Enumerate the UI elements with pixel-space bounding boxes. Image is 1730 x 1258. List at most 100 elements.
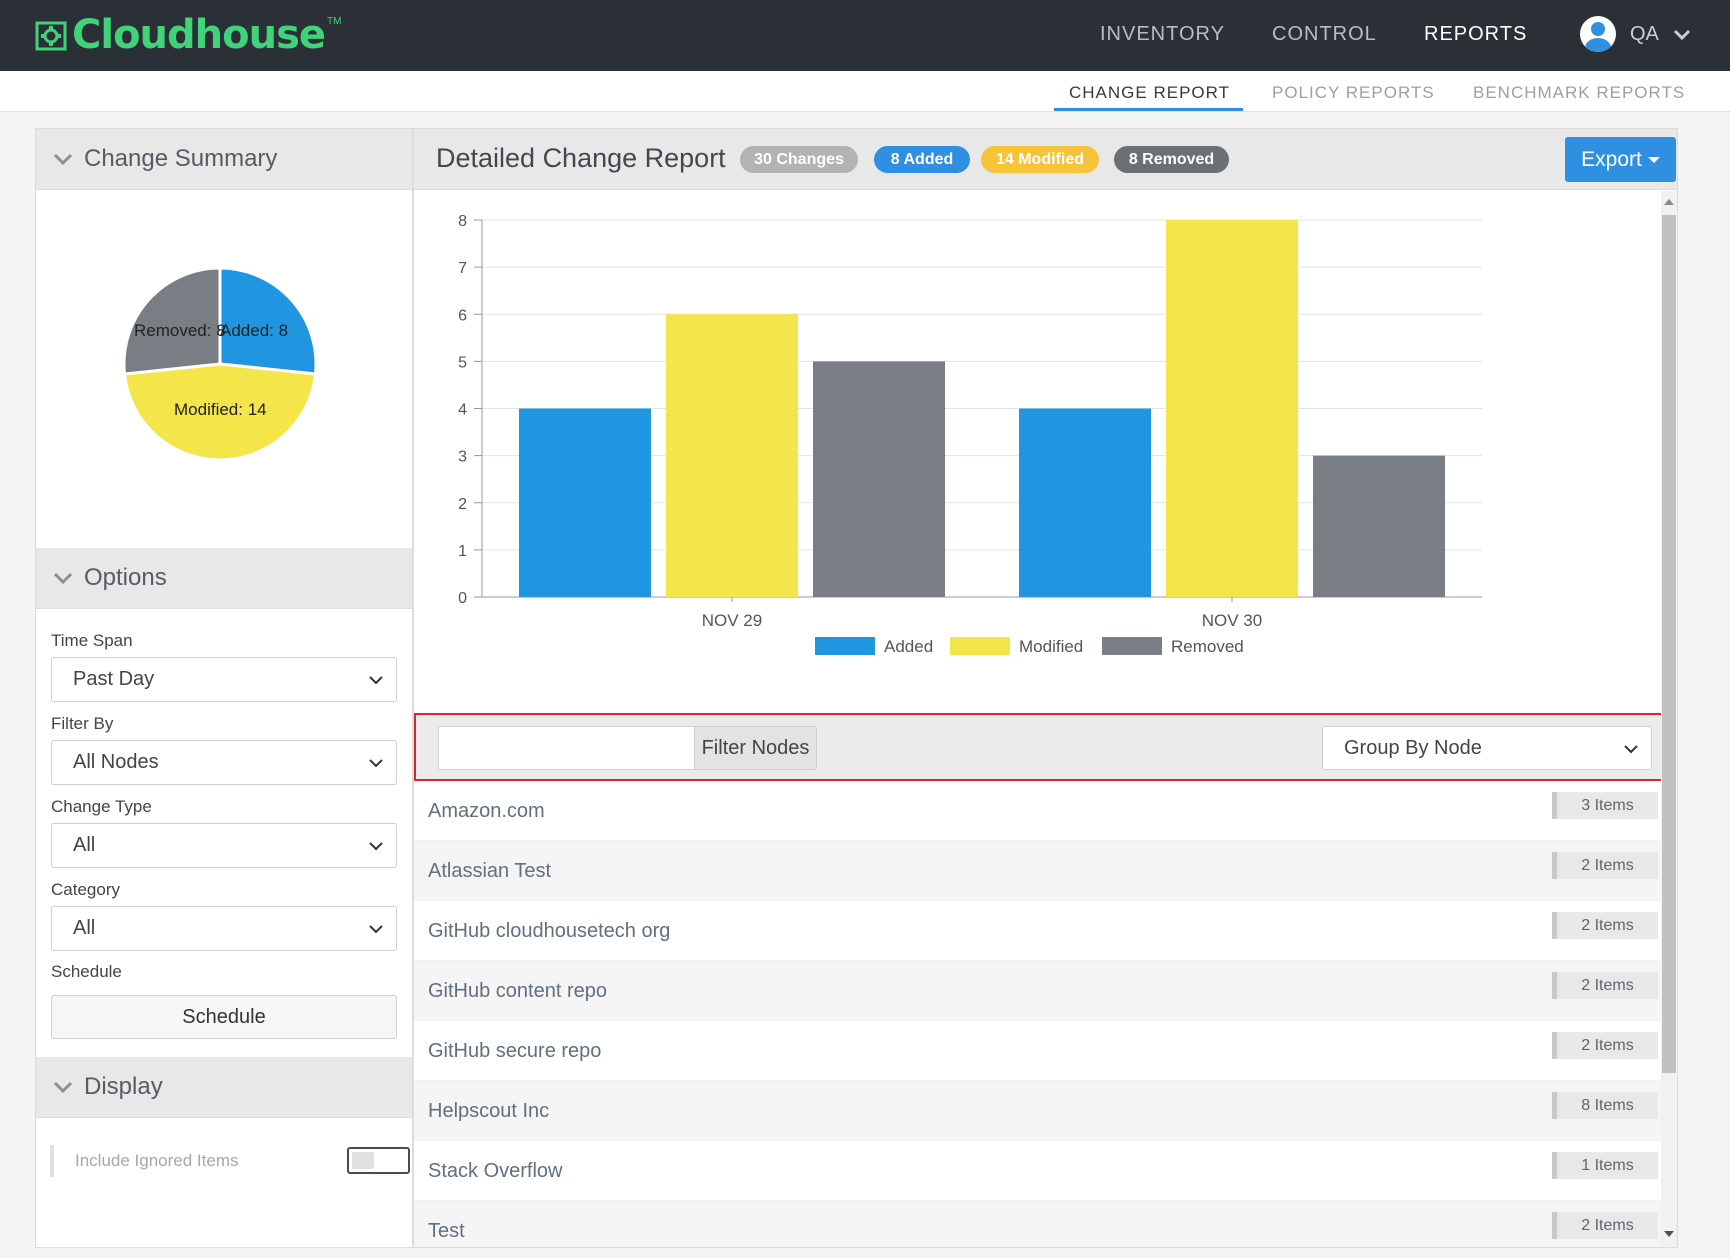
pie-label-modified: Modified: 14 bbox=[174, 400, 267, 419]
added-badge: 8 Added bbox=[874, 146, 970, 173]
user-name: QA bbox=[1630, 22, 1659, 45]
legend-label-modified[interactable]: Modified bbox=[1019, 637, 1083, 656]
report-subnav: CHANGE REPORT POLICY REPORTS BENCHMARK R… bbox=[0, 71, 1730, 112]
scroll-thumb[interactable] bbox=[1662, 215, 1676, 1073]
y-tick-label: 5 bbox=[458, 354, 467, 371]
time-span-value: Past Day bbox=[73, 668, 155, 690]
legend-swatch-removed[interactable] bbox=[1100, 635, 1164, 657]
node-name[interactable]: Test bbox=[428, 1220, 465, 1242]
legend-label-added[interactable]: Added bbox=[884, 637, 933, 656]
legend-swatch-modified[interactable] bbox=[948, 635, 1012, 657]
content-scrollbar[interactable] bbox=[1661, 191, 1677, 1247]
node-item-count: 3 Items bbox=[1552, 792, 1658, 819]
bar-added-nov-29 bbox=[519, 408, 651, 597]
trademark-mark: TM bbox=[327, 16, 342, 27]
pie-slice-added bbox=[218, 266, 318, 376]
category-select[interactable]: All bbox=[51, 906, 397, 951]
node-name[interactable]: Amazon.com bbox=[428, 800, 545, 822]
node-item-count: 2 Items bbox=[1552, 852, 1658, 879]
nav-reports[interactable]: REPORTS bbox=[1424, 23, 1528, 45]
node-item-count: 1 Items bbox=[1552, 1152, 1658, 1179]
bar-modified-nov-29 bbox=[666, 314, 798, 597]
node-name[interactable]: Atlassian Test bbox=[428, 860, 552, 882]
include-ignored-toggle[interactable] bbox=[347, 1147, 410, 1174]
node-name[interactable]: Helpscout Inc bbox=[428, 1100, 550, 1122]
change-summary-pie: Added: 8 Modified: 14 Removed: 8 bbox=[120, 264, 320, 464]
total-changes-badge: 30 Changes bbox=[740, 146, 858, 173]
node-name[interactable]: Stack Overflow bbox=[428, 1160, 563, 1182]
node-item-count: 2 Items bbox=[1552, 1032, 1658, 1059]
pie-label-removed: Removed: 8 bbox=[134, 321, 226, 340]
report-header: Detailed Change Report 30 Changes 8 Adde… bbox=[414, 129, 1677, 190]
schedule-label: Schedule bbox=[51, 962, 122, 981]
y-tick-label: 0 bbox=[458, 590, 467, 607]
time-span-label: Time Span bbox=[51, 631, 133, 650]
left-sidebar: Change Summary Added: 8 Modified: 14 Rem… bbox=[35, 128, 413, 1248]
node-item-count: 2 Items bbox=[1552, 912, 1658, 939]
node-row[interactable]: Test 2 Items bbox=[414, 1201, 1661, 1247]
nav-control[interactable]: CONTROL bbox=[1272, 23, 1377, 45]
filter-by-select[interactable]: All Nodes bbox=[51, 740, 397, 785]
y-tick-label: 1 bbox=[458, 543, 467, 560]
user-menu[interactable]: QA bbox=[1580, 14, 1691, 54]
caret-down-icon bbox=[1647, 156, 1660, 163]
node-row[interactable]: GitHub content repo 2 Items bbox=[414, 961, 1661, 1021]
change-summary-title: Change Summary bbox=[84, 145, 278, 172]
node-row[interactable]: Atlassian Test 2 Items bbox=[414, 841, 1661, 901]
pie-label-added: Added: 8 bbox=[220, 321, 289, 340]
chevron-down-icon bbox=[369, 759, 383, 768]
include-ignored-row: Include Ignored Items bbox=[50, 1142, 410, 1182]
row-indicator bbox=[50, 1145, 54, 1177]
group-by-value: Group By Node bbox=[1344, 736, 1482, 759]
change-type-select[interactable]: All bbox=[51, 823, 397, 868]
change-type-label: Change Type bbox=[51, 797, 152, 816]
brand-name: Cloudhouse bbox=[72, 12, 326, 58]
chevron-down-icon bbox=[369, 925, 383, 934]
filter-nodes-input[interactable] bbox=[438, 726, 695, 770]
chevron-down-icon bbox=[53, 1081, 73, 1094]
node-name[interactable]: GitHub content repo bbox=[428, 980, 607, 1002]
node-row[interactable]: GitHub secure repo 2 Items bbox=[414, 1021, 1661, 1081]
bar-added-nov-30 bbox=[1019, 408, 1151, 597]
node-name[interactable]: GitHub secure repo bbox=[428, 1040, 602, 1062]
node-row[interactable]: Amazon.com 3 Items bbox=[414, 781, 1661, 841]
tab-benchmark-reports[interactable]: BENCHMARK REPORTS bbox=[1473, 83, 1686, 102]
chevron-down-icon bbox=[1624, 745, 1638, 754]
node-row[interactable]: Helpscout Inc 8 Items bbox=[414, 1081, 1661, 1141]
node-row[interactable]: GitHub cloudhousetech org 2 Items bbox=[414, 901, 1661, 961]
nav-inventory[interactable]: INVENTORY bbox=[1100, 23, 1225, 45]
detailed-change-report-panel: Detailed Change Report 30 Changes 8 Adde… bbox=[413, 128, 1678, 1248]
x-tick-label: NOV 29 bbox=[702, 611, 762, 630]
filter-by-value: All Nodes bbox=[73, 751, 159, 773]
options-header[interactable]: Options bbox=[36, 548, 412, 609]
category-value: All bbox=[73, 917, 96, 939]
pie-slice-removed bbox=[122, 266, 222, 376]
category-label: Category bbox=[51, 880, 120, 899]
tab-change-report[interactable]: CHANGE REPORT bbox=[1069, 83, 1230, 102]
legend-label-removed[interactable]: Removed bbox=[1171, 637, 1244, 656]
node-filter-bar: Filter Nodes Group By Node bbox=[414, 713, 1677, 781]
bar-removed-nov-30 bbox=[1313, 455, 1445, 597]
change-type-value: All bbox=[73, 834, 96, 856]
chevron-down-icon bbox=[369, 676, 383, 685]
node-row[interactable]: Stack Overflow 1 Items bbox=[414, 1141, 1661, 1201]
scroll-down-arrow-icon[interactable] bbox=[1664, 1231, 1674, 1237]
x-tick-label: NOV 30 bbox=[1202, 611, 1262, 630]
legend-swatch-added[interactable] bbox=[813, 635, 877, 657]
filter-nodes-button[interactable]: Filter Nodes bbox=[694, 726, 817, 770]
scroll-up-arrow-icon[interactable] bbox=[1664, 199, 1674, 205]
toggle-knob bbox=[352, 1152, 374, 1169]
cloudhouse-logo[interactable]: Cloudhouse TM bbox=[34, 12, 341, 58]
display-header[interactable]: Display bbox=[36, 1057, 412, 1118]
schedule-button[interactable]: Schedule bbox=[51, 995, 397, 1039]
export-button[interactable]: Export bbox=[1565, 137, 1676, 182]
node-name[interactable]: GitHub cloudhousetech org bbox=[428, 920, 671, 942]
change-summary-header[interactable]: Change Summary bbox=[36, 129, 412, 190]
group-by-select[interactable]: Group By Node bbox=[1322, 726, 1652, 770]
y-tick-label: 3 bbox=[458, 449, 467, 466]
node-item-count: 2 Items bbox=[1552, 1212, 1658, 1239]
options-title: Options bbox=[84, 564, 167, 591]
include-ignored-label: Include Ignored Items bbox=[75, 1151, 239, 1170]
time-span-select[interactable]: Past Day bbox=[51, 657, 397, 702]
tab-policy-reports[interactable]: POLICY REPORTS bbox=[1272, 83, 1435, 102]
